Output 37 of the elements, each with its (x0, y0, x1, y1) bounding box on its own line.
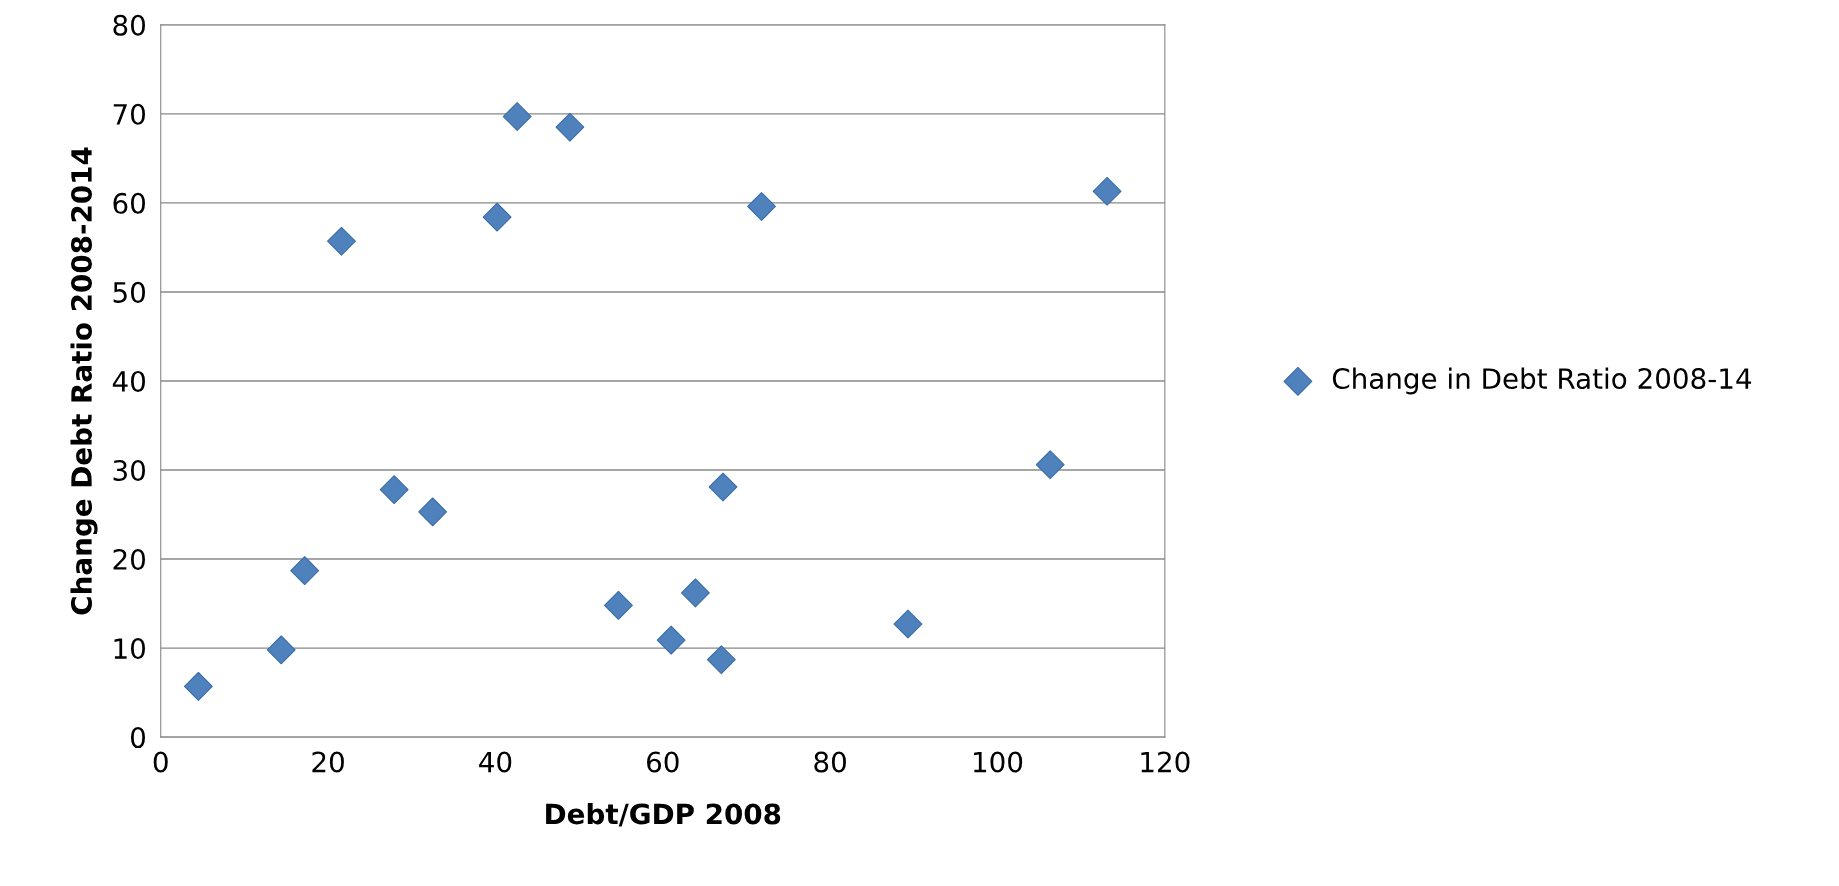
x-tick-label: 80 (814, 751, 846, 773)
point (1035, 450, 1065, 480)
y-tick-label: 10 (114, 638, 145, 660)
x-tick-label: 0 (153, 751, 168, 773)
point (747, 192, 776, 221)
y-tick-label: 80 (113, 14, 145, 36)
y-tick-label: 0 (131, 727, 145, 749)
x-axis-title: Debt/GDP 2008 (546, 802, 781, 827)
y-tick-label: 50 (113, 281, 145, 303)
point (1092, 176, 1122, 206)
y-axis-title: Change Debt Ratio 2008-2014 (70, 147, 98, 615)
x-tick-label: 40 (479, 751, 512, 773)
point (290, 556, 320, 586)
y-tick-label: 40 (112, 370, 145, 392)
point (680, 578, 710, 608)
y-tick-label: 60 (113, 192, 145, 214)
point (418, 497, 448, 527)
point (482, 202, 512, 232)
point (893, 609, 923, 639)
point (327, 226, 356, 256)
legend-label: Change in Debt Ratio 2008-14 (1332, 367, 1752, 395)
point (266, 635, 296, 665)
y-tick-label: 70 (113, 103, 145, 125)
y-tick-label: 20 (113, 549, 145, 571)
x-tick-label: 60 (647, 751, 679, 773)
point (555, 112, 585, 142)
point (708, 472, 738, 502)
point (183, 671, 213, 701)
y-tick-label: 30 (113, 459, 145, 481)
x-tick-label: 100 (974, 751, 1023, 773)
point (379, 475, 409, 505)
x-tick-label: 120 (1141, 751, 1190, 773)
x-tick-label: 20 (312, 751, 344, 773)
point (656, 625, 686, 655)
point (603, 590, 633, 620)
point (502, 102, 532, 131)
point (706, 645, 736, 675)
